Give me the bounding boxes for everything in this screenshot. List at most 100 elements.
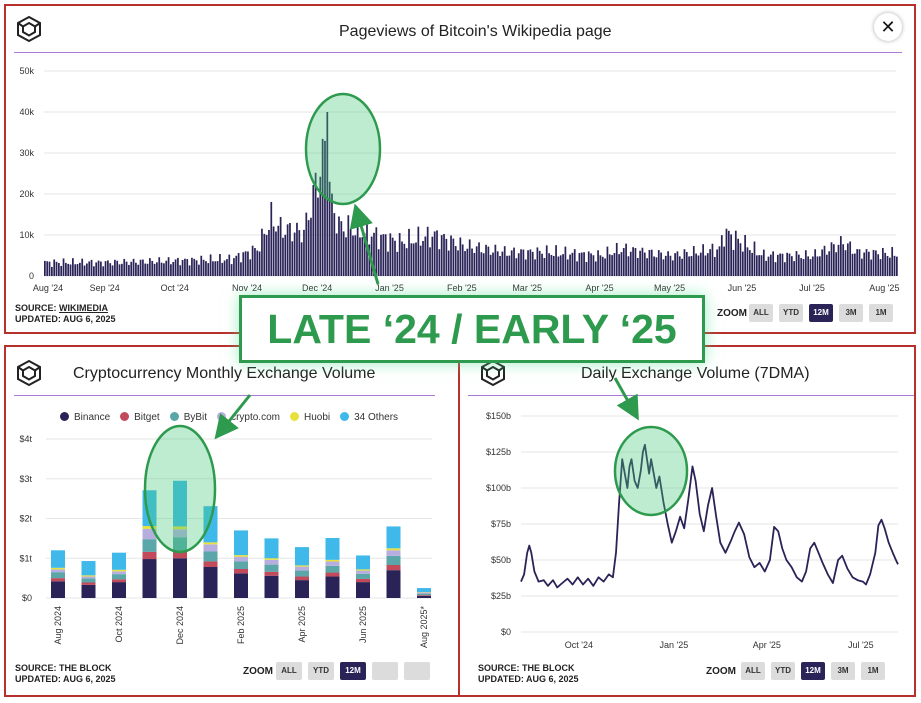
pageview-bar <box>893 255 896 276</box>
close-button[interactable]: ✕ <box>874 13 902 41</box>
pageview-bar <box>74 264 77 276</box>
pageview-bar <box>592 255 595 276</box>
legend-item[interactable]: 34 Others <box>340 412 398 423</box>
x-tick-label: Oct 2024 <box>114 606 124 643</box>
stacked-bar-segment <box>325 576 340 598</box>
stacked-bar-segment <box>173 558 187 598</box>
pageview-bar <box>424 236 427 276</box>
pageview-bar <box>867 251 870 276</box>
zoom-blank-3-button[interactable] <box>372 662 398 680</box>
pageview-bar <box>207 263 210 276</box>
zoom-12m-button[interactable]: 12M <box>340 662 366 680</box>
pageview-bar <box>730 234 732 276</box>
pageview-bar <box>690 256 693 276</box>
pageview-bar <box>655 257 658 276</box>
stacked-bar-segment <box>325 537 340 560</box>
pageview-bar <box>335 233 338 276</box>
pageview-bar <box>786 252 789 276</box>
legend-item[interactable]: Bitget <box>120 412 160 423</box>
pageview-bar <box>214 261 217 276</box>
pageview-bar <box>160 262 163 276</box>
zoom-3m-button[interactable]: 3M <box>839 304 863 322</box>
x-tick-label: Feb 2025 <box>236 606 246 644</box>
pageview-bar <box>597 250 599 276</box>
zoom-ytd-button[interactable]: YTD <box>771 662 795 680</box>
legend-item[interactable]: Huobi <box>289 412 330 423</box>
pageview-bar <box>123 258 126 276</box>
pageview-bar <box>153 263 156 276</box>
zoom-3m-button[interactable]: 3M <box>831 662 855 680</box>
pageview-bar <box>482 253 485 276</box>
y-tick-label: $100b <box>486 483 511 493</box>
pageview-bar <box>548 253 550 276</box>
pageview-bar <box>380 234 382 276</box>
zoom-ytd-button[interactable]: YTD <box>308 662 334 680</box>
pageview-bar <box>851 253 854 276</box>
stacked-bar-segment <box>356 569 370 571</box>
pageview-bar <box>828 251 831 276</box>
pageview-bar <box>415 242 417 276</box>
stacked-bar-segment <box>295 576 309 581</box>
legend-dot <box>169 412 179 421</box>
pageview-bar <box>790 256 793 276</box>
zoom-1m-button[interactable]: 1M <box>861 662 885 680</box>
pageview-bar <box>559 255 562 276</box>
pageview-bar <box>751 252 754 276</box>
pageview-bar <box>258 251 261 276</box>
x-tick-label: Dec '24 <box>302 283 332 293</box>
y-tick-label: 0 <box>29 271 34 281</box>
pageview-bar <box>765 260 768 276</box>
stacked-bar-segment <box>295 566 309 571</box>
pageview-bar <box>389 233 392 276</box>
pageview-bar <box>233 258 235 276</box>
pageview-bar <box>338 216 340 276</box>
zoom-1m-button[interactable]: 1M <box>869 304 893 322</box>
pageview-bar <box>648 250 651 276</box>
zoom-12m-button[interactable]: 12M <box>809 304 833 322</box>
pageview-bar <box>417 226 420 276</box>
pageview-bar <box>480 252 483 276</box>
pageview-bar <box>531 251 534 276</box>
wikimedia-link[interactable]: WIKIMEDIA <box>59 303 109 313</box>
pageview-bar <box>662 259 665 276</box>
pageview-bar <box>811 256 814 276</box>
stacked-bar-segment <box>81 578 96 583</box>
pageview-bar <box>524 259 527 276</box>
legend-item[interactable]: Binance <box>60 412 110 423</box>
y-tick-label: $0 <box>22 593 32 603</box>
pageview-bar <box>298 230 301 276</box>
zoom-ytd-button[interactable]: YTD <box>779 304 803 322</box>
pageview-bar <box>653 256 655 276</box>
pageview-bar <box>102 266 105 276</box>
pageview-bar <box>132 258 135 276</box>
pageview-bar <box>739 243 742 276</box>
stacked-bar-segment <box>81 584 96 598</box>
pageview-bar <box>669 255 672 276</box>
pageview-bar <box>620 252 623 276</box>
pageview-bar <box>578 253 581 276</box>
stacked-bar-segment <box>264 571 279 576</box>
zoom-all-button[interactable]: ALL <box>749 304 773 322</box>
pageview-bar <box>520 249 522 276</box>
pageview-bar <box>741 251 744 276</box>
zoom-all-button[interactable]: ALL <box>741 662 765 680</box>
zoom-12m-button[interactable]: 12M <box>801 662 825 680</box>
zoom-blank-4-button[interactable] <box>404 662 430 680</box>
pageview-bar <box>464 251 466 276</box>
legend-dot <box>120 412 130 421</box>
pageview-bar <box>650 249 653 276</box>
pageview-bar <box>433 231 436 276</box>
legend-item[interactable]: ByBit <box>169 412 207 423</box>
pageview-bar <box>228 254 231 276</box>
pageview-bar <box>291 241 294 276</box>
pageview-bar <box>249 259 252 276</box>
stacked-bar-segment <box>203 566 218 598</box>
zoom-all-button[interactable]: ALL <box>276 662 302 680</box>
pageview-bar <box>891 247 894 276</box>
pageview-bar <box>46 261 49 276</box>
pageview-bar <box>163 263 165 276</box>
pageview-bar <box>188 265 191 276</box>
pageview-bar <box>284 234 287 276</box>
title-divider <box>468 395 914 396</box>
pageview-bar <box>541 253 543 276</box>
